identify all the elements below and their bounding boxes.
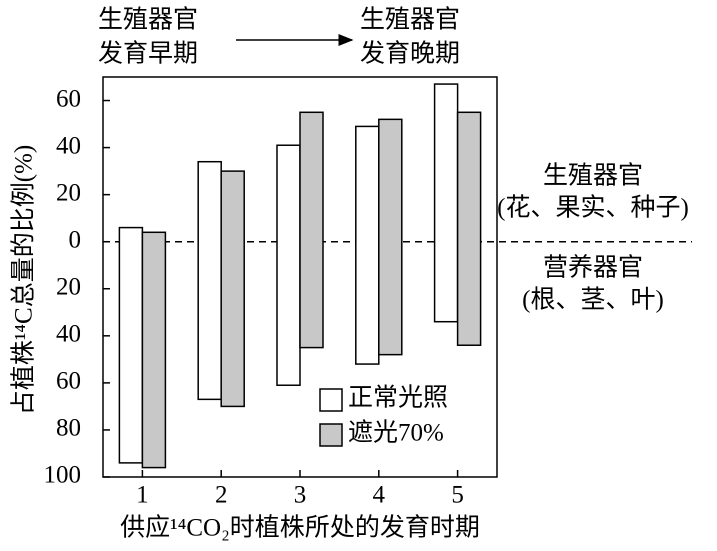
x-tick-label: 5: [451, 482, 464, 509]
x-tick-label: 2: [215, 482, 228, 509]
y-tick-label: 100: [44, 462, 82, 489]
legend-label: 正常光照: [348, 384, 448, 412]
y-tick-label: 60: [56, 368, 81, 395]
legend-swatch: [319, 423, 343, 447]
y-axis-label: 占植株¹⁴C总量的比例(%): [10, 145, 38, 415]
y-tick-label: 20: [56, 179, 81, 206]
lower-region-label: (根、茎、叶): [522, 286, 664, 314]
x-tick-label: 3: [294, 482, 307, 509]
top-right-label: 发育晚期: [360, 40, 460, 68]
y-tick-label: 40: [56, 321, 81, 348]
y-tick-label: 80: [56, 415, 81, 442]
legend-swatch: [319, 388, 343, 412]
y-tick-label: 40: [56, 132, 81, 159]
bar: [276, 144, 301, 386]
x-axis-label: 供应¹⁴CO₂时植株所处的发育时期: [120, 514, 480, 542]
x-tick-label: 4: [373, 482, 386, 509]
bar: [197, 160, 222, 401]
legend-label: 遮光70%: [348, 419, 444, 447]
bar: [118, 226, 144, 464]
top-right-label: 生殖器官: [360, 6, 460, 34]
y-tick-label: 0: [69, 226, 82, 253]
upper-region-label: (花、果实、种子): [497, 194, 689, 222]
bar: [355, 125, 380, 365]
x-tick-label: 1: [136, 482, 149, 509]
bar: [378, 118, 403, 356]
top-left-label: 生殖器官: [98, 6, 198, 34]
bar: [299, 111, 324, 349]
bar: [141, 231, 167, 469]
y-tick-label: 20: [56, 273, 81, 300]
top-left-label: 发育早期: [98, 40, 198, 68]
bar: [456, 111, 482, 346]
lower-region-label: 营养器官: [543, 254, 643, 282]
bar: [220, 170, 245, 408]
upper-region-label: 生殖器官: [543, 162, 643, 190]
bar: [433, 83, 459, 323]
y-tick-label: 60: [56, 85, 81, 112]
